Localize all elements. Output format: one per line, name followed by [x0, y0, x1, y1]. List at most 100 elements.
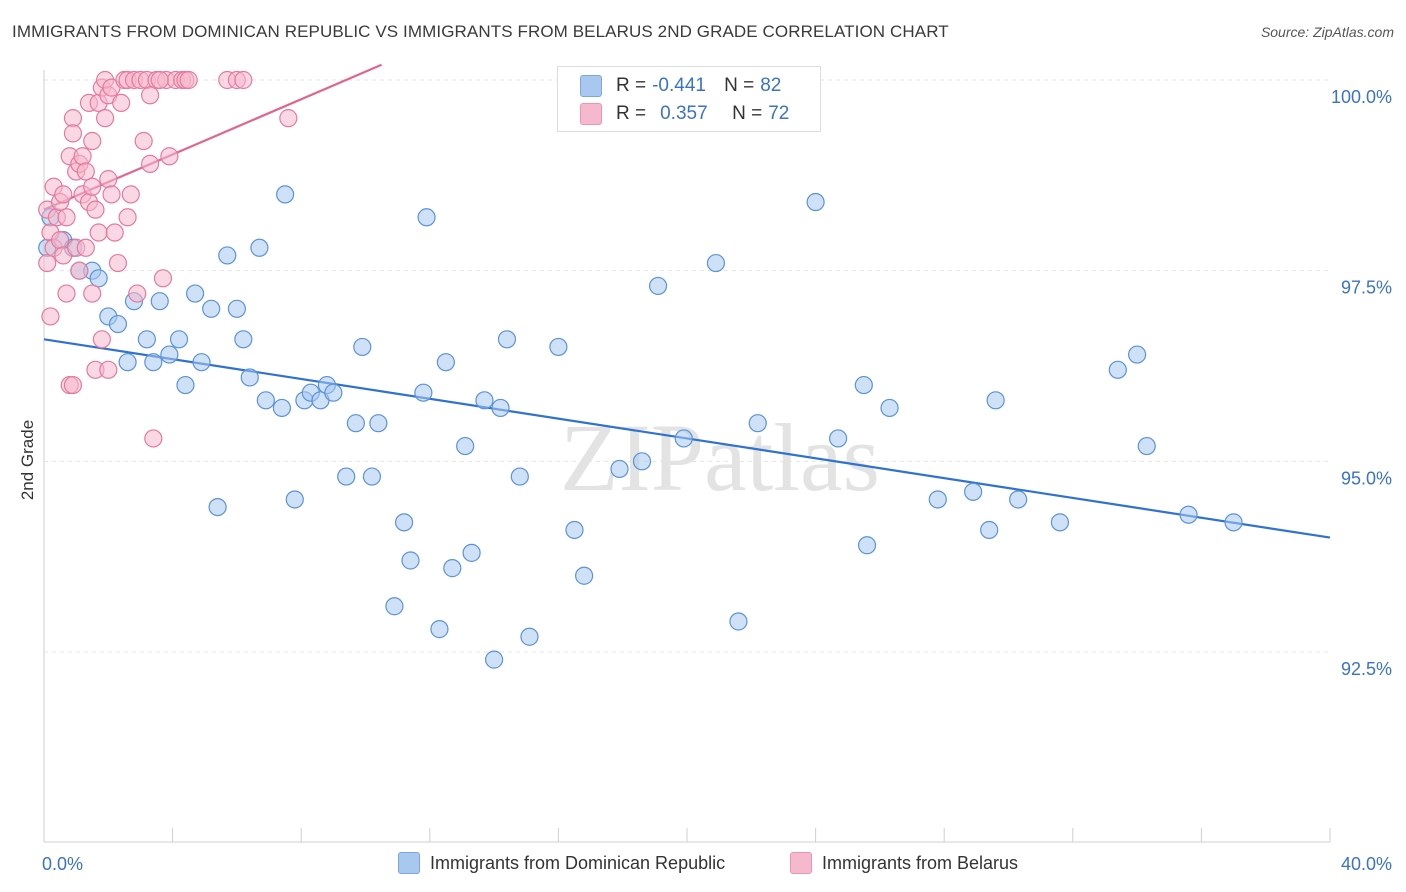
point-belarus — [121, 185, 140, 204]
y-tick-label: 95.0% — [1341, 468, 1392, 488]
point-dominican — [337, 467, 356, 486]
point-dominican — [510, 467, 529, 486]
point-dominican — [256, 391, 275, 410]
legend-n-value: 82 — [760, 75, 782, 96]
point-dominican — [497, 330, 517, 349]
point-dominican — [806, 192, 825, 212]
point-dominican — [276, 185, 295, 204]
point-belarus — [105, 223, 124, 242]
bottom-legend-label-belarus: Immigrants from Belarus — [822, 852, 1019, 873]
point-dominican — [218, 246, 237, 265]
point-dominican — [610, 459, 629, 479]
point-belarus — [89, 223, 108, 242]
point-dominican — [176, 375, 195, 395]
source-label: Source: ZipAtlas.com — [1260, 24, 1394, 40]
point-dominican — [729, 612, 748, 631]
point-dominican — [430, 620, 449, 639]
point-belarus — [140, 86, 160, 105]
legend-row-dominican: R = -0.441 N = 82 — [580, 73, 781, 99]
point-belarus — [179, 70, 198, 90]
point-belarus — [83, 131, 102, 151]
axes — [43, 70, 1331, 843]
point-dominican — [880, 398, 899, 418]
point-dominican — [857, 536, 877, 555]
point-dominican — [401, 551, 420, 570]
legend-n-label: N = — [724, 75, 755, 96]
point-dominican — [394, 513, 414, 532]
point-dominican — [854, 375, 873, 395]
point-dominican — [369, 414, 388, 433]
point-dominican — [346, 414, 365, 433]
legend-row-belarus: R = 0.357 N = 72 — [580, 101, 789, 127]
point-dominican — [986, 391, 1005, 410]
point-dominican — [980, 520, 999, 540]
point-dominican — [443, 559, 462, 578]
point-belarus — [73, 147, 92, 166]
y-tick-label: 100.0% — [1331, 87, 1392, 107]
point-dominican — [144, 353, 163, 372]
point-dominican — [362, 467, 382, 486]
x-tick-label: 40.0% — [1341, 854, 1392, 874]
point-dominican — [186, 284, 205, 303]
point-belarus — [150, 70, 169, 90]
point-dominican — [1224, 513, 1243, 532]
point-dominican — [565, 520, 584, 540]
point-belarus — [99, 360, 118, 379]
point-dominican — [169, 330, 189, 349]
point-belarus — [38, 253, 57, 273]
point-dominican — [1127, 345, 1147, 364]
point-dominican — [227, 299, 246, 318]
point-belarus — [57, 208, 76, 227]
point-belarus — [128, 284, 147, 303]
point-belarus — [95, 109, 115, 128]
point-dominican — [118, 353, 137, 372]
point-dominican — [272, 398, 292, 418]
point-belarus — [102, 185, 121, 204]
point-dominican — [520, 627, 539, 646]
point-dominican — [462, 543, 481, 562]
point-dominican — [475, 391, 494, 410]
point-belarus — [92, 330, 111, 349]
point-dominican — [285, 490, 304, 509]
tick-labels: 100.0% 97.5% 95.0% 92.5% 0.0% 40.0% — [42, 87, 1392, 874]
point-belarus — [144, 429, 163, 448]
point-belarus — [76, 238, 95, 257]
point-dominican — [240, 368, 259, 387]
point-dominican — [324, 383, 343, 402]
point-belarus — [234, 70, 253, 90]
point-dominican — [353, 337, 372, 357]
point-belarus — [41, 307, 60, 326]
point-dominican — [1050, 513, 1070, 532]
data-points — [38, 70, 1243, 669]
point-belarus — [57, 284, 76, 303]
point-dominican — [414, 383, 433, 402]
point-dominican — [160, 345, 179, 364]
gridlines — [44, 79, 1330, 653]
point-dominican — [1179, 505, 1198, 524]
point-dominican — [417, 208, 436, 227]
point-belarus — [50, 231, 70, 250]
point-belarus — [63, 375, 83, 395]
point-dominican — [202, 299, 221, 318]
point-dominican — [706, 253, 726, 273]
legend-r-label: R = — [616, 103, 647, 124]
point-dominican — [1108, 360, 1127, 379]
watermark: ZIPatlas — [560, 404, 880, 511]
legend: R = -0.441 N = 82 R = 0.357 N = 72 — [557, 66, 821, 132]
point-dominican — [436, 353, 455, 372]
point-belarus — [108, 253, 128, 273]
legend-r-value: 0.357 — [660, 103, 708, 124]
point-belarus — [112, 93, 131, 112]
legend-r-label: R = — [616, 75, 647, 96]
point-dominican — [964, 482, 983, 501]
bottom-legend-dominican: Immigrants from Dominican Republic — [398, 852, 725, 874]
bottom-legend-swatch-dominican — [398, 852, 420, 874]
point-belarus — [134, 131, 153, 151]
legend-n-value: 72 — [768, 103, 790, 124]
point-belarus — [54, 185, 73, 204]
point-dominican — [385, 597, 404, 616]
bottom-legend-label-dominican: Immigrants from Dominican Republic — [430, 852, 726, 873]
point-belarus — [153, 269, 173, 288]
legend-swatch-dominican — [580, 75, 602, 97]
y-axis-label: 2nd Grade — [18, 420, 37, 500]
